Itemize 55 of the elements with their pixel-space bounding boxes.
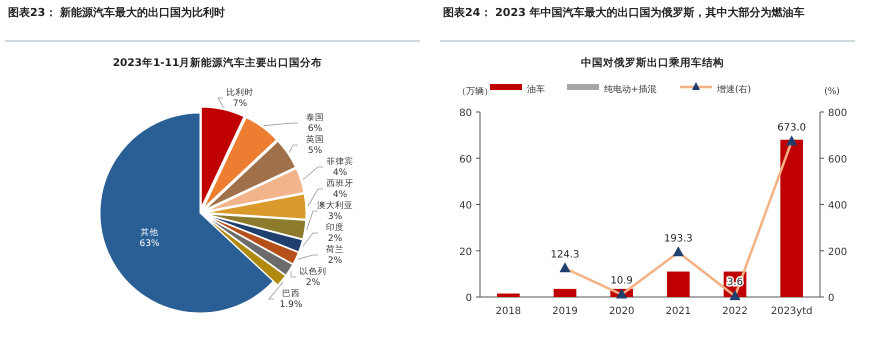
y-axis-title: （万辆） [457,86,493,97]
legend-label: 纯电动+插混 [604,84,657,95]
y-tick-label: 0 [466,293,472,304]
x-tick-label: 2018 [496,306,522,317]
x-tick-label: 2023ytd [770,306,812,317]
data-label: 2% [328,234,343,244]
data-label: 193.3 [664,233,693,244]
slice-label: 荷兰 [326,244,344,255]
bar [780,140,803,297]
x-tick-label: 2022 [722,306,748,317]
data-label: 2% [306,278,321,288]
data-label: 6% [308,124,323,134]
slice-label: 英国 [306,134,324,145]
data-label: 1.9% [280,300,303,310]
x-tick-label: 2019 [552,306,578,317]
data-label: 4% [332,168,348,178]
y-tick-label: 20 [459,246,472,258]
slice-label: 比利时 [226,87,254,98]
slice-label: 澳大利亚 [317,200,353,211]
slice-label: 以色列 [300,266,326,277]
legend-label: 油车 [527,84,545,95]
slice-label: 巴西 [282,289,300,299]
y-tick-label: 80 [459,108,472,119]
y2-tick-label: 400 [828,200,848,212]
slice-label: 其他 [140,226,159,238]
bar [554,288,576,297]
data-label: 5% [308,146,323,156]
data-label: 4% [332,190,348,200]
slice-label: 印度 [326,222,344,233]
bar [497,294,520,297]
y2-tick-label: 600 [828,154,848,166]
y-tick-label: 40 [459,200,472,212]
chart-title: 图表23： 新能源汽车最大的出口国为比利时 [8,6,226,19]
slice-label: 西班牙 [326,178,354,189]
y2-tick-label: 0 [828,293,834,304]
y2-axis-title: (%) [824,87,840,97]
data-label: 2% [328,256,343,266]
x-tick-label: 2020 [608,306,634,317]
data-label: 3% [328,212,343,222]
data-label: 63% [140,238,160,249]
slice-label: 菲律宾 [326,156,354,167]
chart-title: 图表24： 2023 年中国汽车最大的出口国为俄罗斯，其中大部分为燃油车 [443,6,805,19]
data-label: 10.9 [610,275,633,286]
x-tick-label: 2021 [666,306,692,317]
y-tick-label: 60 [459,154,472,166]
data-label: 7% [232,99,248,109]
chart-subtitle: 中国对俄罗斯出口乘用车结构 [581,56,724,69]
legend-label: 增速(右) [716,84,752,95]
bar [667,272,690,297]
chart-subtitle: 2023年1-11月新能源汽车主要出口国分布 [112,56,322,69]
data-label: 124.3 [550,249,580,260]
slice-label: 泰国 [306,112,324,123]
y2-tick-label: 200 [828,246,848,258]
data-label: 673.0 [777,122,806,134]
y2-tick-label: 800 [828,108,848,119]
